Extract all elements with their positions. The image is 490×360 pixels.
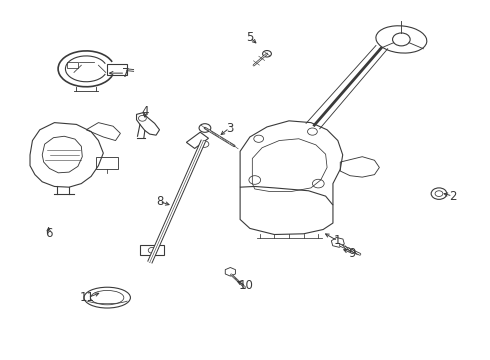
Text: 3: 3 [226,122,233,135]
Text: 8: 8 [156,195,163,208]
Text: 6: 6 [45,227,52,240]
Bar [96,157,118,169]
Text: 5: 5 [246,31,253,44]
Text: 9: 9 [349,247,356,260]
Text: 1: 1 [334,234,342,247]
Text: 4: 4 [141,105,148,118]
Text: 10: 10 [239,279,253,292]
Bar [107,64,127,75]
Text: 7: 7 [122,67,129,80]
Bar [67,62,78,68]
Text: 2: 2 [449,190,456,203]
Bar [186,132,208,148]
Text: 11: 11 [80,291,95,304]
